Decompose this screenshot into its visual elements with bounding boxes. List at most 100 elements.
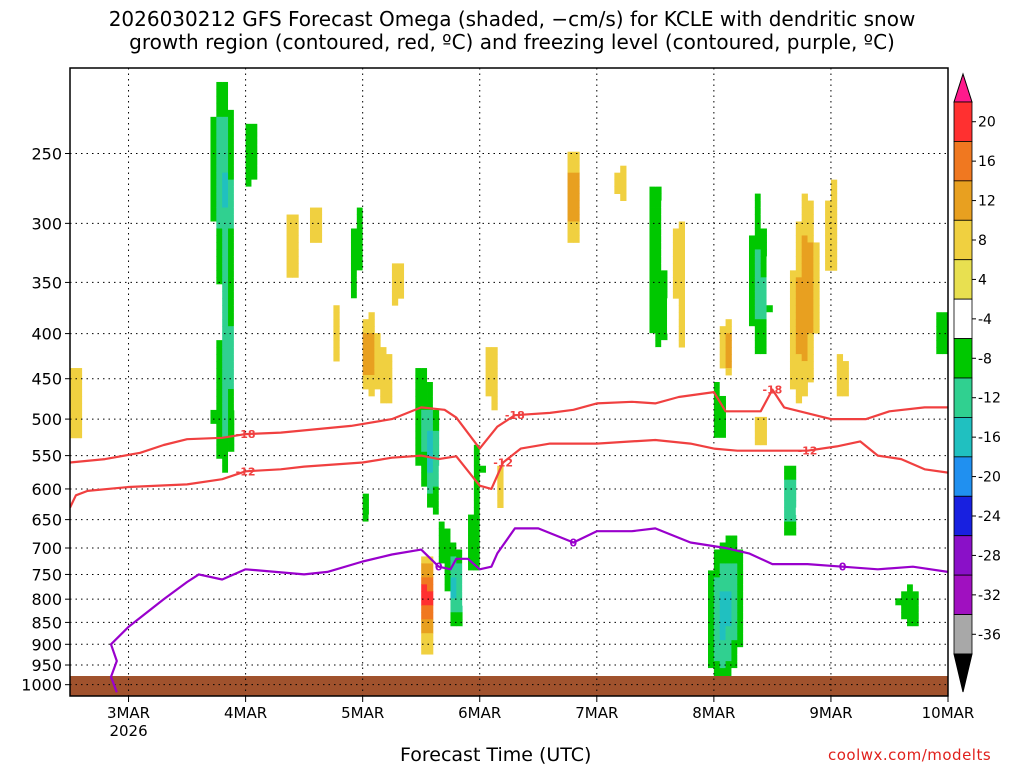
omega-cell	[743, 298, 750, 306]
omega-cell	[245, 81, 252, 90]
omega-cell	[672, 235, 680, 243]
omega-cell	[942, 270, 948, 278]
omega-cell	[907, 640, 914, 648]
omega-cell	[222, 340, 229, 348]
omega-cell	[286, 242, 293, 250]
omega-cell	[655, 612, 662, 620]
omega-cell	[602, 123, 609, 132]
omega-cell	[719, 465, 726, 474]
colorbar-segment	[953, 259, 973, 300]
omega-cell	[801, 305, 808, 313]
omega-cell	[228, 88, 235, 97]
omega-cell	[807, 340, 814, 348]
omega-cell	[368, 382, 375, 390]
omega-cell	[362, 591, 369, 599]
y-axis: 2503003504004505005506006507007508008509…	[21, 144, 70, 695]
omega-cell	[649, 291, 656, 299]
omega-cell	[830, 193, 838, 201]
omega-cell	[655, 528, 662, 536]
omega-cell	[754, 333, 762, 341]
omega-cell	[362, 263, 369, 271]
omega-cell	[702, 612, 709, 620]
omega-cell	[807, 214, 814, 222]
omega-cell	[356, 263, 364, 271]
omega-cell	[356, 444, 364, 453]
omega-cell	[760, 312, 767, 320]
omega-cell	[345, 305, 352, 313]
omega-cell	[374, 535, 381, 543]
colorbar-label: 16	[978, 154, 996, 170]
omega-cell	[386, 563, 393, 571]
omega-cell	[456, 633, 463, 641]
omega-cell	[438, 479, 446, 488]
omega-cell	[936, 256, 943, 264]
omega-cell	[485, 368, 492, 376]
omega-cell	[655, 591, 662, 599]
omega-cell	[204, 409, 211, 418]
omega-cell	[907, 605, 914, 613]
omega-cell	[936, 74, 943, 83]
omega-cell	[725, 598, 732, 606]
omega-cell	[842, 361, 849, 369]
omega-cell	[702, 598, 709, 606]
x-tick-label: 8MAR	[692, 704, 735, 722]
omega-cell	[409, 472, 416, 481]
omega-cell	[801, 388, 808, 397]
omega-cell	[789, 347, 797, 355]
y-tick-label: 950	[31, 656, 62, 675]
omega-cell	[438, 577, 446, 585]
omega-cell	[573, 214, 580, 222]
omega-cell	[760, 221, 767, 229]
omega-cell	[251, 200, 258, 208]
omega-cell	[427, 514, 434, 522]
omega-cell	[473, 507, 481, 515]
omega-cell	[216, 137, 223, 146]
omega-cell	[678, 312, 685, 320]
omega-cell	[789, 458, 797, 467]
omega-cell	[901, 605, 908, 613]
omega-cell	[825, 249, 832, 257]
omega-cell	[936, 123, 943, 132]
omega-cell	[573, 151, 580, 160]
omega-cell	[830, 263, 838, 271]
omega-cell	[427, 570, 434, 578]
omega-cell	[450, 542, 457, 550]
omega-cell	[889, 584, 896, 592]
omega-cell	[731, 549, 738, 557]
omega-cell	[228, 409, 235, 418]
credit-link[interactable]: coolwx.com/modelts	[828, 746, 992, 764]
omega-cell	[391, 284, 399, 292]
omega-cell	[222, 458, 229, 467]
omega-cell	[789, 298, 797, 306]
omega-cell	[801, 507, 808, 515]
omega-cell	[895, 605, 902, 613]
omega-cell	[912, 591, 920, 599]
omega-cell	[678, 249, 685, 257]
x-tick-label: 5MAR	[341, 704, 384, 722]
omega-cell	[614, 179, 621, 188]
omega-cell	[725, 507, 732, 515]
omega-cell	[432, 388, 440, 397]
omega-cell	[860, 151, 867, 160]
omega-cell	[848, 507, 855, 515]
omega-cell	[210, 382, 217, 390]
omega-cell	[251, 151, 258, 160]
omega-cell	[222, 186, 229, 194]
omega-cell	[936, 319, 943, 327]
omega-cell	[350, 221, 358, 229]
omega-cell	[409, 402, 416, 411]
omega-cell	[309, 221, 317, 229]
omega-cell	[245, 214, 252, 222]
omega-cell	[427, 591, 434, 599]
omega-cell	[99, 95, 106, 104]
omega-cell	[713, 528, 721, 536]
colorbar-label: -24	[978, 509, 1001, 525]
omega-cell	[713, 640, 721, 648]
omega-cell	[731, 528, 738, 536]
omega-cell	[222, 430, 229, 439]
omega-cell	[210, 444, 217, 453]
colorbar-segment	[953, 456, 973, 497]
omega-cell	[942, 228, 948, 236]
omega-cell	[409, 458, 416, 467]
omega-cell	[596, 186, 604, 194]
